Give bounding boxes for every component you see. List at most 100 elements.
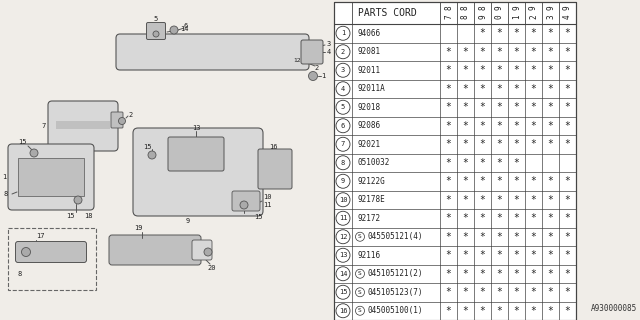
Text: 11: 11 [263, 202, 271, 208]
Text: *: * [531, 47, 536, 57]
Text: 4: 4 [563, 14, 572, 19]
Text: *: * [548, 121, 554, 131]
Text: *: * [497, 287, 502, 297]
Text: *: * [564, 269, 570, 279]
Text: 12: 12 [339, 234, 348, 240]
Text: S: S [358, 234, 362, 239]
Text: 9: 9 [529, 5, 538, 10]
Circle shape [118, 117, 125, 124]
Text: 9: 9 [186, 218, 190, 224]
Text: 13: 13 [339, 252, 348, 258]
Text: 10: 10 [263, 194, 271, 200]
Text: 20: 20 [208, 265, 216, 271]
Text: *: * [513, 176, 520, 186]
Text: *: * [564, 250, 570, 260]
Bar [8, 228, 96, 290]
Text: 045505121(4): 045505121(4) [367, 232, 422, 241]
Text: 92178E: 92178E [357, 195, 385, 204]
Circle shape [336, 230, 350, 244]
Text: *: * [463, 84, 468, 94]
FancyBboxPatch shape [147, 22, 166, 39]
Text: 17: 17 [36, 233, 44, 239]
Text: 15: 15 [143, 144, 152, 150]
Text: *: * [497, 47, 502, 57]
Text: *: * [445, 47, 451, 57]
Text: 14: 14 [180, 26, 189, 32]
Text: *: * [564, 195, 570, 205]
Text: 9: 9 [495, 5, 504, 10]
Text: *: * [463, 176, 468, 186]
Text: *: * [548, 139, 554, 149]
Text: *: * [445, 195, 451, 205]
Text: *: * [497, 158, 502, 168]
Text: *: * [479, 84, 485, 94]
Text: *: * [564, 287, 570, 297]
Text: *: * [479, 232, 485, 242]
Circle shape [308, 71, 317, 81]
Text: *: * [548, 28, 554, 38]
Text: 92086: 92086 [357, 121, 380, 130]
Text: *: * [513, 306, 520, 316]
Text: 6: 6 [341, 123, 345, 129]
Text: *: * [513, 269, 520, 279]
Text: *: * [445, 287, 451, 297]
Text: S: S [358, 290, 362, 295]
Text: *: * [564, 139, 570, 149]
Text: *: * [497, 121, 502, 131]
Text: 92021: 92021 [357, 140, 380, 149]
Text: *: * [463, 139, 468, 149]
Text: 7: 7 [42, 123, 46, 129]
Text: *: * [479, 121, 485, 131]
Text: 12: 12 [294, 58, 301, 62]
Text: *: * [531, 250, 536, 260]
Text: *: * [497, 306, 502, 316]
Text: *: * [479, 65, 485, 75]
Text: 4: 4 [341, 86, 345, 92]
Text: 5: 5 [154, 16, 158, 22]
Text: *: * [531, 139, 536, 149]
Text: *: * [564, 102, 570, 112]
Text: *: * [513, 139, 520, 149]
Text: *: * [479, 158, 485, 168]
Text: *: * [463, 158, 468, 168]
Text: 0510032: 0510032 [357, 158, 389, 167]
Text: 19: 19 [134, 225, 142, 231]
Circle shape [355, 232, 365, 241]
Text: 11: 11 [339, 215, 348, 221]
FancyBboxPatch shape [232, 191, 260, 211]
Text: *: * [548, 269, 554, 279]
Text: *: * [497, 269, 502, 279]
Text: 3: 3 [327, 41, 332, 47]
Circle shape [204, 248, 212, 256]
Text: *: * [497, 195, 502, 205]
Text: 045105123(7): 045105123(7) [367, 288, 422, 297]
FancyBboxPatch shape [133, 128, 263, 216]
Text: *: * [479, 269, 485, 279]
Text: 9: 9 [563, 5, 572, 10]
Text: *: * [445, 121, 451, 131]
Text: *: * [479, 176, 485, 186]
Text: 8: 8 [18, 271, 22, 277]
FancyBboxPatch shape [192, 240, 212, 260]
Text: *: * [564, 47, 570, 57]
Text: 15: 15 [66, 213, 74, 219]
Text: *: * [531, 287, 536, 297]
Circle shape [336, 119, 350, 133]
Circle shape [336, 82, 350, 96]
Text: *: * [497, 139, 502, 149]
Bar [0, 0, 332, 320]
Text: 7: 7 [444, 14, 453, 19]
Circle shape [336, 211, 350, 225]
Circle shape [355, 306, 365, 315]
Text: 8: 8 [444, 5, 453, 10]
FancyBboxPatch shape [48, 101, 118, 151]
Text: *: * [548, 287, 554, 297]
Text: 8: 8 [461, 5, 470, 10]
Text: *: * [445, 139, 451, 149]
Text: *: * [463, 306, 468, 316]
Text: PARTS CORD: PARTS CORD [358, 8, 417, 18]
Text: *: * [548, 306, 554, 316]
Text: *: * [548, 47, 554, 57]
FancyBboxPatch shape [116, 34, 309, 70]
FancyBboxPatch shape [168, 137, 224, 171]
